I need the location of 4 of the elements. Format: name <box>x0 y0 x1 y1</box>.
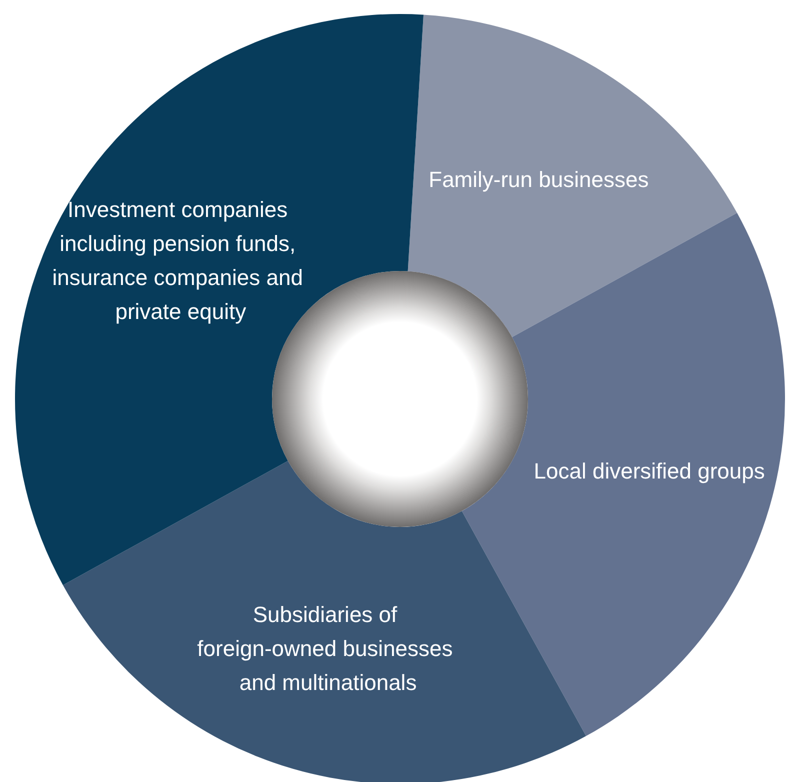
slice-label: Subsidiaries of foreign-owned businesses and multinationals <box>197 602 459 695</box>
slice-label: Local diversified groups <box>534 458 765 484</box>
slice-label: Family-run businesses <box>428 167 649 192</box>
slice-label: Investment companies including pension funds, insurance companies and private equity <box>52 196 310 324</box>
